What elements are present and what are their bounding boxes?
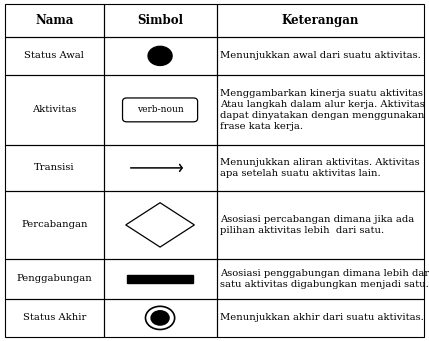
Bar	[5, 37, 103, 75]
Text: Menunjukkan awal dari suatu aktivitas.: Menunjukkan awal dari suatu aktivitas.	[220, 51, 421, 60]
Bar	[103, 75, 217, 145]
Bar	[5, 299, 103, 337]
Text: Menunjukkan aliran aktivitas. Aktivitas
apa setelah suatu aktivitas lain.: Menunjukkan aliran aktivitas. Aktivitas …	[220, 158, 420, 178]
Polygon shape	[126, 203, 194, 247]
Text: Status Akhir: Status Akhir	[23, 313, 86, 322]
Bar	[217, 37, 424, 75]
Text: Menggambarkan kinerja suatu aktivitas
Atau langkah dalam alur kerja. Aktivitas
d: Menggambarkan kinerja suatu aktivitas At…	[220, 89, 425, 131]
Bar	[103, 37, 217, 75]
Bar	[103, 259, 217, 299]
Text: verb-noun: verb-noun	[137, 105, 184, 114]
Bar	[103, 145, 217, 191]
Bar	[217, 299, 424, 337]
Text: Aktivitas: Aktivitas	[32, 105, 76, 114]
Text: Penggabungan: Penggabungan	[16, 275, 92, 283]
Text: Asosiasi percabangan dimana jika ada
pilihan aktivitas lebih  dari satu.: Asosiasi percabangan dimana jika ada pil…	[220, 215, 414, 235]
Text: Asosiasi penggabungan dimana lebih dari
satu aktivitas digabungkan menjadi satu.: Asosiasi penggabungan dimana lebih dari …	[220, 269, 429, 289]
Bar	[5, 145, 103, 191]
Bar	[127, 275, 193, 283]
Bar	[103, 299, 217, 337]
Bar	[103, 4, 217, 37]
FancyBboxPatch shape	[123, 98, 198, 122]
Bar	[217, 259, 424, 299]
Text: Menunjukkan akhir dari suatu aktivitas.: Menunjukkan akhir dari suatu aktivitas.	[220, 313, 424, 322]
Bar	[103, 191, 217, 259]
Text: Status Awal: Status Awal	[24, 51, 84, 60]
Bar	[217, 191, 424, 259]
Text: Percabangan: Percabangan	[21, 220, 88, 229]
Text: Transisi: Transisi	[34, 163, 75, 173]
Bar	[217, 75, 424, 145]
Bar	[217, 4, 424, 37]
Bar	[5, 75, 103, 145]
Bar	[5, 191, 103, 259]
Text: Nama: Nama	[35, 14, 73, 27]
Circle shape	[145, 306, 175, 329]
Bar	[217, 145, 424, 191]
Text: Simbol: Simbol	[137, 14, 183, 27]
Bar	[5, 259, 103, 299]
Circle shape	[151, 311, 169, 325]
Bar	[5, 4, 103, 37]
Text: Keterangan: Keterangan	[281, 14, 359, 27]
Circle shape	[148, 46, 172, 65]
